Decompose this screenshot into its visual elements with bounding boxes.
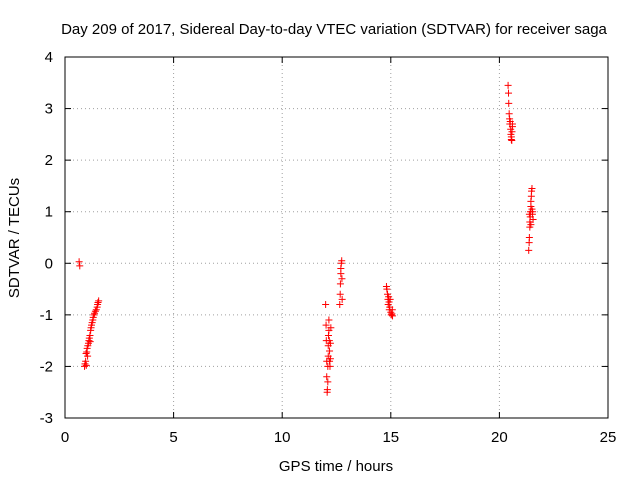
data-points [75, 81, 537, 396]
data-point-marker [336, 290, 344, 298]
y-tick-label: 2 [45, 152, 53, 169]
data-point-marker [525, 210, 533, 218]
y-tick-label: 3 [45, 101, 53, 118]
data-point-marker [326, 339, 334, 347]
data-point-marker [90, 311, 98, 319]
data-point-marker [76, 262, 84, 270]
data-point-marker [387, 311, 395, 319]
data-point-marker [525, 234, 533, 241]
data-point-marker [383, 285, 391, 293]
data-point-marker [86, 338, 94, 346]
data-point-marker [326, 355, 334, 363]
data-point-marker [323, 373, 331, 381]
y-tick-label: 4 [45, 49, 53, 66]
data-point-marker [338, 275, 346, 283]
data-point-marker [338, 257, 346, 265]
data-point-marker [324, 378, 332, 386]
data-point-marker [336, 280, 344, 288]
data-point-marker [323, 386, 331, 394]
chart-title: Day 209 of 2017, Sidereal Day-to-day VTE… [61, 21, 607, 38]
x-tick-label: 25 [600, 429, 617, 446]
data-point-marker [386, 295, 394, 303]
data-point-marker [508, 120, 516, 128]
grid-lines [65, 57, 608, 418]
data-point-marker [95, 297, 103, 305]
x-tick-labels: 0 5 10 15 20 25 [61, 429, 617, 446]
data-point-marker [327, 324, 335, 332]
data-point-marker [504, 81, 512, 89]
y-tick-label: -3 [40, 410, 53, 427]
data-point-marker [322, 321, 330, 329]
data-point-marker [322, 301, 330, 309]
data-point-marker [86, 331, 94, 339]
y-tick-labels: -3 -2 -1 0 1 2 3 4 [40, 49, 53, 427]
data-point-marker [336, 301, 344, 309]
data-point-marker [75, 258, 83, 266]
x-tick-label: 15 [382, 429, 399, 446]
data-point-marker [82, 361, 90, 369]
y-tick-label: 0 [45, 255, 53, 272]
y-tick-label: -2 [40, 358, 53, 375]
data-point-marker [527, 221, 535, 229]
y-tick-label: 1 [45, 204, 53, 221]
data-point-marker [325, 316, 333, 324]
data-point-marker [91, 307, 99, 315]
data-point-marker [529, 215, 537, 223]
x-tick-label: 20 [491, 429, 508, 446]
data-point-marker [389, 312, 397, 320]
data-point-marker [528, 185, 536, 193]
data-point-marker [84, 352, 92, 360]
data-point-marker [326, 362, 334, 370]
data-point-marker [505, 99, 513, 107]
data-point-marker [94, 298, 102, 306]
y-tick-label: -1 [40, 307, 53, 324]
data-point-marker [326, 347, 334, 355]
plot-frame [64, 56, 609, 419]
data-point-marker [508, 137, 516, 145]
x-tick-label: 10 [274, 429, 291, 446]
data-point-marker [388, 306, 396, 314]
axis-ticks [64, 56, 609, 419]
data-point-marker [338, 295, 346, 303]
data-point-marker [82, 357, 90, 365]
x-axis-label: GPS time / hours [279, 458, 393, 475]
data-point-marker [505, 89, 513, 97]
x-tick-label: 5 [169, 429, 177, 446]
y-axis-label: SDTVAR / TECUs [6, 178, 23, 298]
x-tick-label: 0 [61, 429, 69, 446]
data-point-marker [525, 246, 533, 254]
